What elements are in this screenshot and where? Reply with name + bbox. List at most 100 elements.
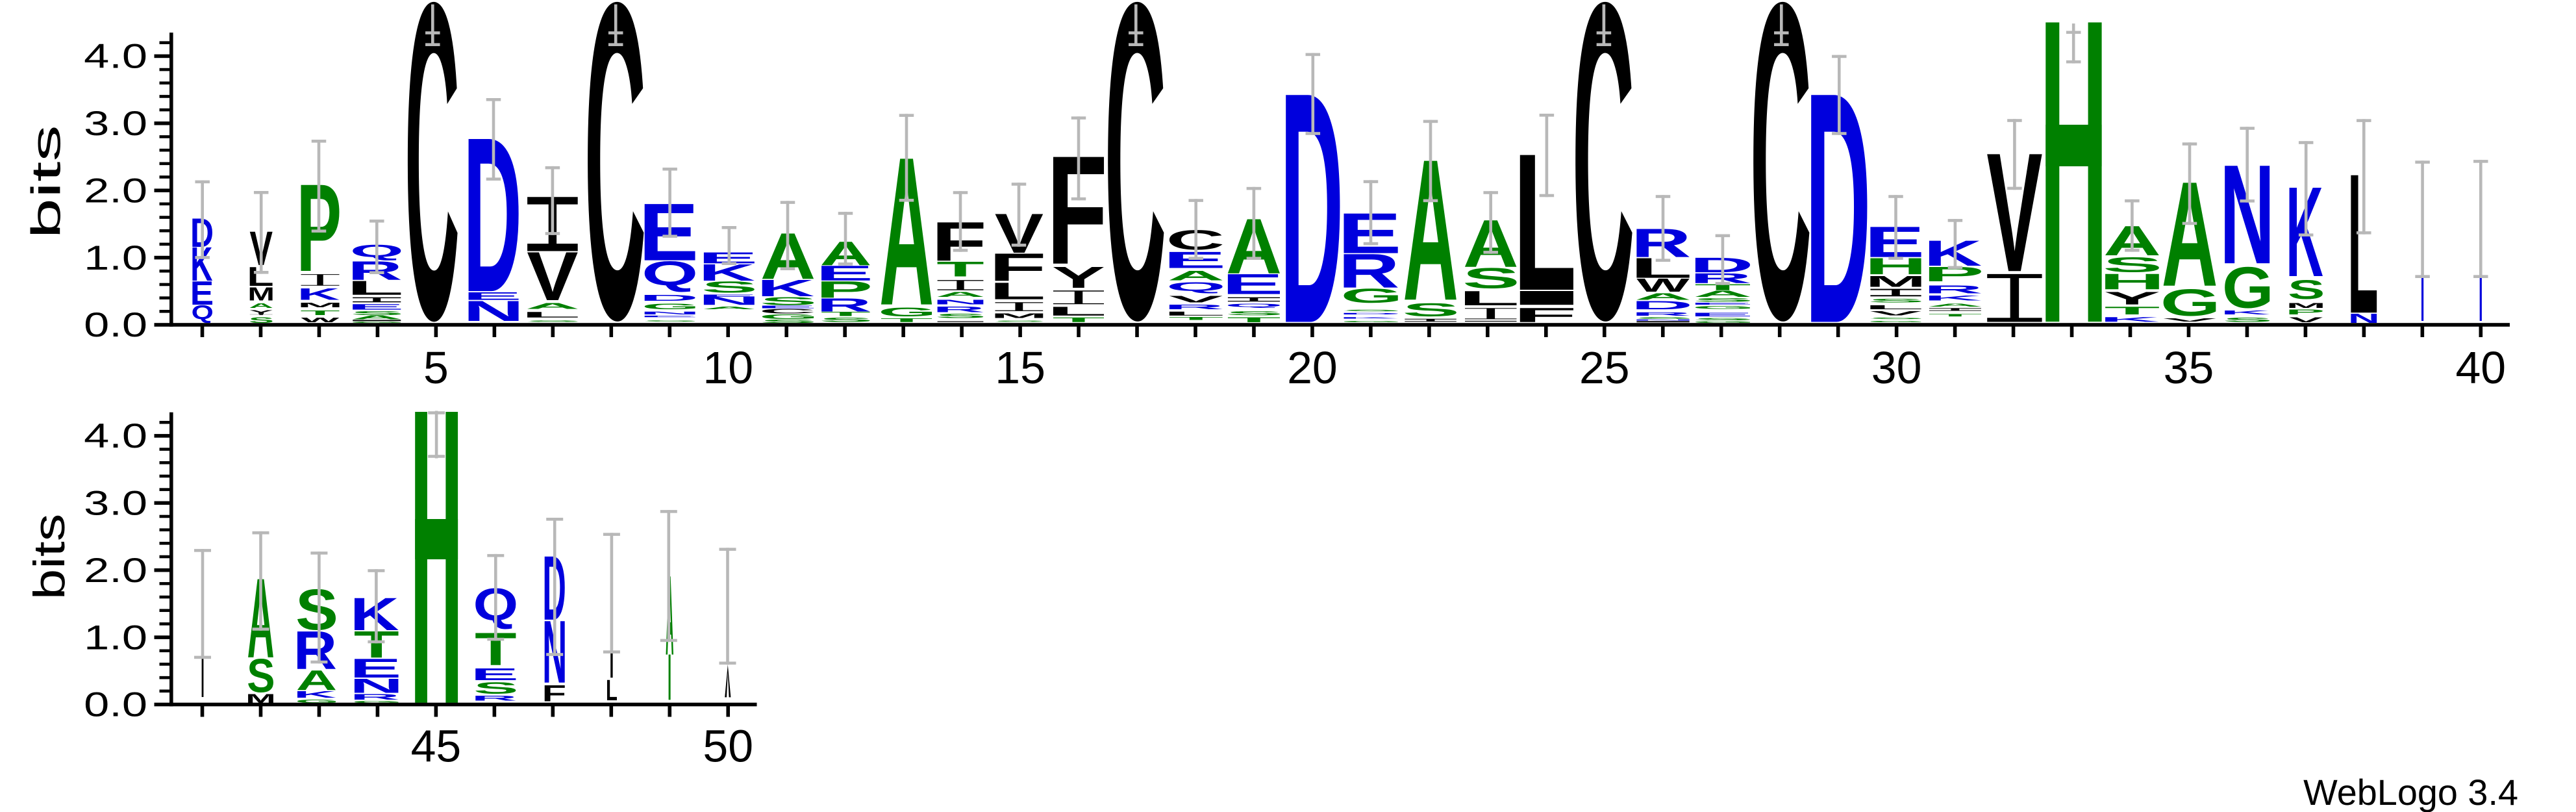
svg-text:L: L (1162, 311, 1225, 317)
svg-text:R: R (1631, 311, 1692, 317)
svg-text:K: K (1338, 316, 1399, 319)
svg-text:T: T (881, 317, 933, 323)
svg-text:3.0: 3.0 (84, 105, 147, 143)
svg-text:K: K (2220, 309, 2271, 316)
svg-text:S: S (249, 316, 274, 325)
svg-text:M: M (245, 691, 275, 705)
svg-text:D: D (1631, 299, 1694, 312)
svg-text:S: S (2103, 253, 2162, 277)
svg-text:R: R (1690, 270, 1752, 286)
svg-text:S: S (1868, 298, 1925, 303)
svg-text:S: S (935, 313, 986, 320)
svg-text:S: S (1225, 310, 1283, 316)
svg-text:25: 25 (1579, 342, 1630, 393)
svg-text:L: L (989, 278, 1046, 305)
svg-text:L: L (1047, 304, 1107, 318)
svg-text:S: S (1634, 317, 1693, 320)
svg-text:G: G (1340, 285, 1403, 307)
svg-text:G: G (350, 321, 405, 323)
svg-text:R: R (1631, 221, 1692, 266)
svg-text:20: 20 (1287, 342, 1338, 393)
svg-text:F: F (989, 245, 1047, 289)
svg-text:35: 35 (2164, 342, 2214, 393)
svg-text:R: R (350, 692, 400, 702)
svg-text:Y: Y (2104, 288, 2160, 309)
svg-text:T: T (1227, 316, 1281, 324)
svg-text:5: 5 (423, 342, 449, 393)
svg-text:R: R (1164, 303, 1224, 311)
svg-text:A: A (936, 290, 985, 298)
svg-text:E: E (462, 290, 522, 302)
svg-text:Q: Q (1166, 280, 1225, 293)
svg-text:S: S (1402, 299, 1460, 320)
svg-text:G: G (1340, 320, 1403, 322)
svg-text:K: K (757, 275, 815, 301)
svg-text:T: T (821, 311, 871, 318)
svg-text:bits: bits (25, 514, 74, 600)
svg-text:E: E (347, 303, 404, 312)
svg-text:S: S (1341, 309, 1401, 312)
svg-text:1.0: 1.0 (84, 239, 147, 277)
svg-text:C: C (1572, 0, 1635, 414)
svg-text:2.0: 2.0 (84, 172, 147, 210)
svg-text:S: S (993, 320, 1046, 322)
svg-text:T: T (300, 309, 340, 317)
svg-text:K: K (1924, 294, 1982, 302)
svg-text:Q: Q (192, 301, 214, 324)
svg-text:V: V (1169, 294, 1223, 305)
svg-text:4.0: 4.0 (84, 417, 147, 455)
svg-text:C: C (1105, 0, 1166, 412)
svg-text:N: N (349, 674, 403, 697)
svg-text:N: N (1631, 319, 1695, 321)
svg-text:50: 50 (703, 721, 753, 772)
svg-text:Y: Y (249, 309, 273, 315)
svg-text:S: S (525, 320, 581, 323)
svg-text:C: C (405, 0, 460, 413)
svg-text:R: R (816, 295, 871, 316)
svg-text:0.0: 0.0 (84, 306, 147, 344)
svg-text:K: K (297, 285, 340, 303)
svg-text:G: G (1692, 305, 1755, 310)
svg-text:T: T (936, 257, 984, 281)
svg-text:W: W (1636, 275, 1690, 296)
svg-text:D: D (1338, 312, 1401, 315)
svg-text:E: E (1689, 312, 1754, 318)
svg-text:N: N (463, 295, 525, 327)
svg-text:K: K (350, 589, 399, 641)
svg-text:M: M (990, 312, 1047, 320)
svg-text:K: K (2100, 316, 2160, 323)
svg-text:T: T (1168, 316, 1223, 321)
svg-text:S: S (1462, 262, 1520, 294)
svg-text:N: N (698, 294, 760, 307)
svg-text:R: R (471, 694, 518, 702)
svg-text:F: F (1513, 303, 1577, 326)
svg-text:G: G (759, 313, 818, 320)
svg-text:T: T (1928, 313, 1982, 317)
svg-text:45: 45 (411, 721, 462, 772)
svg-text:H: H (2099, 269, 2166, 294)
svg-text:G: G (2160, 281, 2221, 324)
svg-text:A: A (1634, 291, 1691, 302)
svg-text:S: S (760, 318, 817, 324)
svg-text:P: P (2286, 308, 2325, 316)
svg-text:S: S (247, 649, 275, 703)
svg-text:G: G (1692, 321, 1755, 324)
svg-text:S: S (819, 316, 873, 323)
svg-text:A: A (249, 302, 273, 310)
svg-text:2.0: 2.0 (84, 552, 147, 590)
svg-text:M: M (297, 301, 343, 309)
svg-text:R: R (347, 256, 402, 286)
svg-text:WebLogo 3.4: WebLogo 3.4 (2303, 772, 2518, 812)
svg-text:L: L (521, 311, 581, 320)
svg-text:S: S (701, 278, 758, 296)
svg-text:M: M (1866, 273, 1926, 290)
svg-text:Q: Q (642, 254, 698, 292)
svg-text:1.0: 1.0 (84, 619, 147, 657)
svg-text:S: S (1693, 318, 1754, 322)
svg-text:G: G (642, 302, 700, 311)
svg-text:L: L (1630, 252, 1693, 284)
svg-text:K: K (294, 689, 336, 700)
svg-text:G: G (1868, 320, 1926, 322)
svg-text:S: S (2223, 316, 2273, 323)
svg-text:D: D (639, 293, 699, 303)
